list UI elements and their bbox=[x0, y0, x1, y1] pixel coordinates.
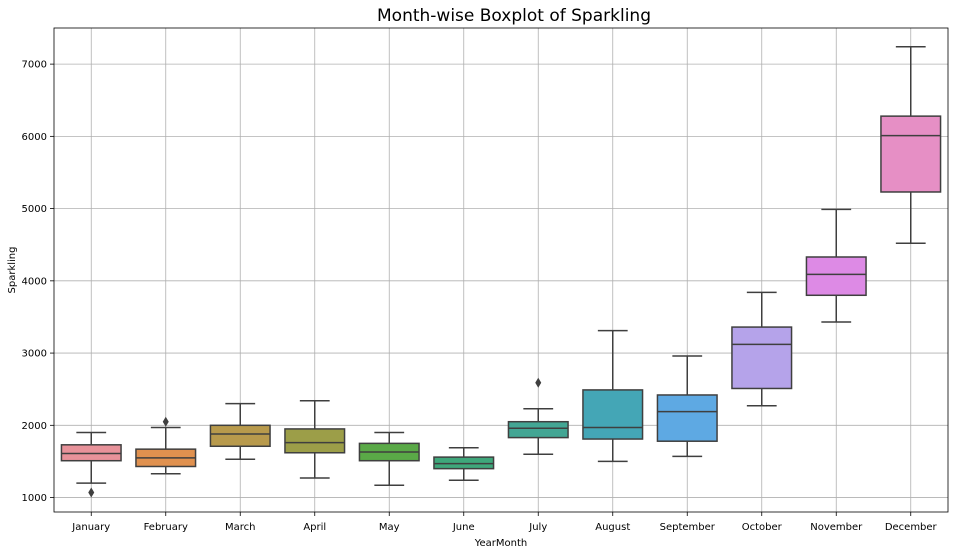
x-tick-label: July bbox=[528, 522, 547, 533]
x-tick-label: June bbox=[452, 522, 475, 533]
box-june bbox=[433, 446, 495, 481]
outlier-point bbox=[88, 487, 95, 498]
y-tick-label: 7000 bbox=[22, 60, 47, 71]
box-body bbox=[805, 256, 867, 297]
box-february bbox=[135, 416, 197, 475]
y-tick-label: 3000 bbox=[22, 349, 47, 360]
outlier-point bbox=[162, 416, 169, 427]
x-tick-label: August bbox=[595, 522, 630, 533]
box-august bbox=[582, 329, 644, 463]
y-tick-label: 2000 bbox=[22, 421, 47, 432]
x-axis: January February March April May June July Augu… bbox=[71, 512, 938, 533]
boxes bbox=[60, 46, 942, 498]
box-october bbox=[731, 291, 793, 407]
x-tick-label: December bbox=[885, 522, 938, 533]
y-tick-label: 1000 bbox=[22, 493, 47, 504]
box-september bbox=[656, 355, 718, 458]
x-tick-label: February bbox=[144, 522, 188, 533]
chart-title: Month-wise Boxplot of Sparkling bbox=[377, 6, 651, 26]
x-tick-label: March bbox=[225, 522, 255, 533]
y-axis: 1000 2000 3000 4000 5000 6000 7000 bbox=[22, 60, 54, 504]
plot-frame bbox=[53, 27, 949, 513]
box-body bbox=[880, 115, 942, 193]
y-axis-label: Sparkling bbox=[7, 247, 18, 294]
x-tick-label: September bbox=[660, 522, 716, 533]
box-march bbox=[209, 402, 271, 461]
box-body bbox=[656, 394, 718, 442]
x-axis-label: YearMonth bbox=[474, 538, 528, 549]
box-body bbox=[284, 428, 346, 454]
x-tick-label: April bbox=[303, 522, 326, 533]
box-body bbox=[582, 389, 644, 440]
box-november bbox=[805, 208, 867, 323]
box-april bbox=[284, 400, 346, 479]
x-tick-label: May bbox=[379, 522, 400, 533]
x-tick-label: November bbox=[810, 522, 863, 533]
x-tick-label: October bbox=[742, 522, 783, 533]
box-july bbox=[507, 377, 569, 455]
outlier-point bbox=[535, 377, 542, 388]
x-tick-label: January bbox=[71, 522, 110, 533]
box-body bbox=[731, 326, 793, 390]
box-may bbox=[358, 431, 420, 487]
box-december bbox=[880, 46, 942, 245]
box-january bbox=[60, 431, 122, 498]
y-tick-label: 5000 bbox=[22, 204, 47, 215]
box-body bbox=[507, 420, 569, 439]
y-tick-label: 6000 bbox=[22, 132, 47, 143]
box-body bbox=[209, 424, 271, 448]
y-tick-label: 4000 bbox=[22, 276, 47, 287]
